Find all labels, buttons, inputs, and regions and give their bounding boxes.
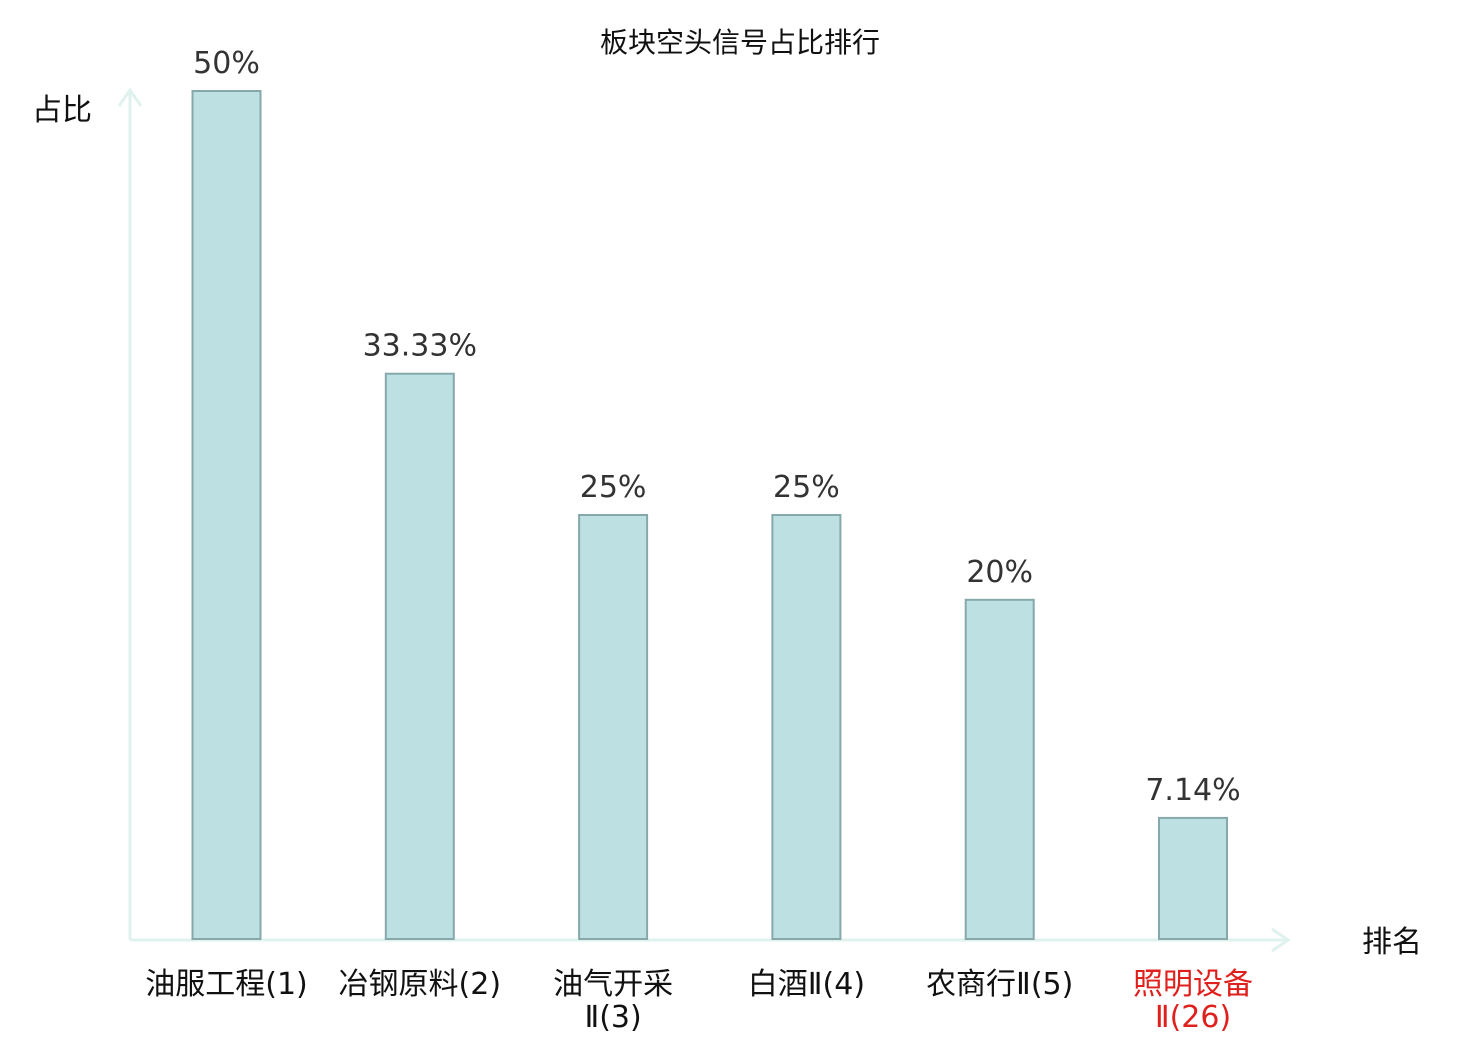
value-label-6: 7.14%	[1145, 773, 1240, 808]
x-axis-arrow	[1271, 927, 1291, 953]
category-label-1: 油服工程(1)	[145, 967, 308, 1002]
y-axis-label: 占比	[32, 93, 92, 128]
bar-3	[578, 514, 649, 940]
category-label-4: 白酒Ⅱ(4)	[748, 967, 865, 1002]
bar-4	[771, 514, 842, 940]
value-label-5: 20%	[966, 555, 1033, 590]
bar-1	[191, 90, 262, 940]
category-label-6-line-2: Ⅱ(26)	[1155, 1000, 1231, 1035]
category-label-5: 农商行Ⅱ(5)	[926, 967, 1073, 1002]
axes	[117, 87, 1291, 953]
x-axis-label: 排名	[1362, 925, 1422, 960]
category-label-2: 冶钢原料(2)	[339, 967, 502, 1002]
category-label-3-line-2: Ⅱ(3)	[584, 1000, 641, 1035]
value-label-3: 25%	[580, 470, 647, 505]
category-label-6-line-1: 照明设备	[1133, 967, 1253, 1002]
bar-5	[964, 598, 1035, 940]
y-axis-arrow	[117, 87, 143, 107]
bar-2	[384, 372, 455, 940]
chart-title: 板块空头信号占比排行	[600, 26, 880, 59]
category-label-3-line-1: 油气开采	[553, 967, 673, 1002]
value-label-1: 50%	[193, 46, 260, 81]
value-label-4: 25%	[773, 470, 840, 505]
value-labels: 50% 33.33% 25% 25% 20% 7.14%	[193, 46, 1241, 808]
bar-6	[1158, 816, 1228, 940]
value-label-2: 33.33%	[363, 329, 477, 364]
bars	[191, 90, 1228, 940]
